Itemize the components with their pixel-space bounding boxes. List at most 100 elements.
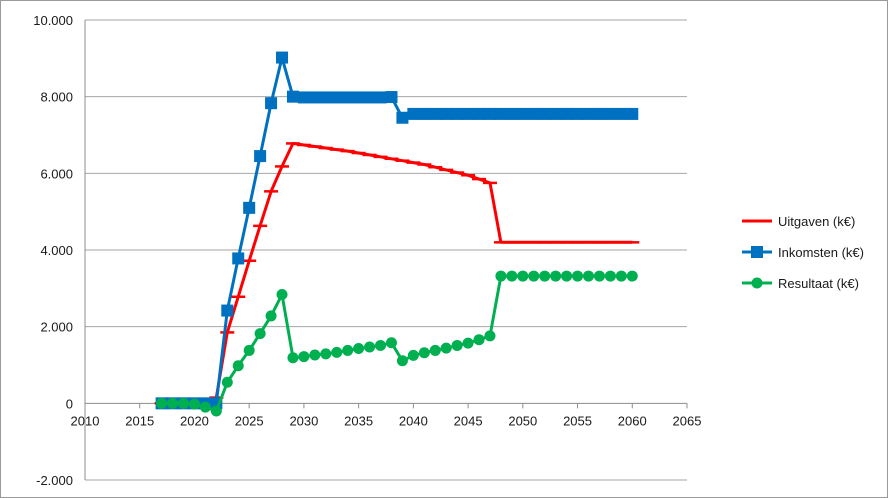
- data-point: [276, 51, 289, 64]
- data-point: [615, 270, 627, 282]
- data-point: [593, 270, 605, 282]
- data-point: [429, 107, 442, 120]
- data-point: [539, 270, 551, 282]
- x-tick-label: 2030: [289, 413, 318, 428]
- data-point: [582, 270, 594, 282]
- data-point: [298, 351, 310, 363]
- data-point: [495, 270, 507, 282]
- data-point: [473, 107, 486, 120]
- data-point: [484, 330, 496, 342]
- data-point: [418, 107, 431, 120]
- data-point: [506, 270, 518, 282]
- x-tick-label: 2025: [235, 413, 264, 428]
- data-point: [571, 107, 584, 120]
- data-point: [572, 270, 584, 282]
- x-tick-label: 2065: [673, 413, 702, 428]
- data-point: [527, 107, 540, 120]
- x-tick-label: 2060: [618, 413, 647, 428]
- data-point: [407, 107, 420, 120]
- data-point: [385, 337, 397, 349]
- data-point: [604, 270, 616, 282]
- data-point: [375, 339, 387, 351]
- data-point: [286, 90, 299, 103]
- data-point: [494, 107, 507, 120]
- data-point: [276, 288, 288, 300]
- data-point: [516, 107, 529, 120]
- data-point: [462, 107, 475, 120]
- legend-label: Resultaat (k€): [778, 276, 859, 291]
- legend-marker: [751, 246, 763, 258]
- data-point: [396, 111, 409, 124]
- legend-entry: Resultaat (k€): [742, 276, 859, 291]
- y-tick-label: 6.000: [40, 166, 73, 181]
- data-point: [528, 270, 540, 282]
- data-point: [429, 344, 441, 356]
- data-point: [483, 107, 496, 120]
- data-point: [331, 346, 343, 358]
- data-point: [243, 201, 256, 214]
- data-point: [319, 91, 332, 104]
- data-point: [374, 91, 387, 104]
- data-point: [232, 252, 245, 265]
- data-point: [210, 405, 222, 417]
- data-point: [287, 352, 299, 364]
- data-point: [538, 107, 551, 120]
- data-point: [353, 343, 365, 355]
- series-3: [156, 270, 638, 417]
- x-tick-label: 2015: [125, 413, 154, 428]
- x-tick-label: 2035: [344, 413, 373, 428]
- x-tick-label: 2050: [508, 413, 537, 428]
- y-tick-label: -2.000: [36, 473, 73, 488]
- legend-label: Inkomsten (k€): [778, 245, 864, 260]
- data-point: [320, 348, 332, 360]
- x-tick-label: 2055: [563, 413, 592, 428]
- data-point: [297, 91, 310, 104]
- data-point: [363, 91, 376, 104]
- y-tick-label: 2.000: [40, 320, 73, 335]
- data-point: [341, 91, 354, 104]
- y-tick-label: 8.000: [40, 90, 73, 105]
- data-point: [178, 397, 190, 409]
- data-point: [604, 107, 617, 120]
- data-point: [561, 270, 573, 282]
- series-2: [155, 51, 639, 410]
- data-point: [550, 270, 562, 282]
- data-point: [396, 355, 408, 367]
- legend-entry: Uitgaven (k€): [742, 214, 855, 229]
- x-tick-label: 2010: [71, 413, 100, 428]
- data-point: [517, 270, 529, 282]
- data-point: [407, 349, 419, 361]
- y-tick-label: 0: [66, 396, 73, 411]
- data-point: [626, 107, 639, 120]
- legend-marker: [751, 277, 763, 289]
- data-point: [385, 91, 398, 104]
- x-tick-label: 2045: [454, 413, 483, 428]
- data-point: [221, 304, 234, 317]
- data-point: [352, 91, 365, 104]
- data-point: [364, 341, 376, 353]
- data-point: [243, 344, 255, 356]
- data-point: [505, 107, 518, 120]
- data-point: [308, 91, 321, 104]
- data-point: [626, 270, 638, 282]
- data-point: [615, 107, 628, 120]
- y-tick-label: 10.000: [33, 13, 73, 28]
- data-point: [582, 107, 595, 120]
- data-point: [451, 339, 463, 351]
- data-point: [593, 107, 606, 120]
- data-point: [254, 150, 267, 163]
- series-line: [161, 141, 633, 405]
- data-point: [418, 347, 430, 359]
- data-point: [265, 310, 277, 322]
- data-point: [309, 349, 321, 361]
- y-tick-label: 4.000: [40, 243, 73, 258]
- data-point: [156, 397, 168, 409]
- x-tick-label: 2020: [180, 413, 209, 428]
- data-point: [342, 344, 354, 356]
- data-point: [232, 360, 244, 372]
- data-point: [560, 107, 573, 120]
- x-tick-label: 2040: [399, 413, 428, 428]
- legend-entry: Inkomsten (k€): [742, 245, 864, 260]
